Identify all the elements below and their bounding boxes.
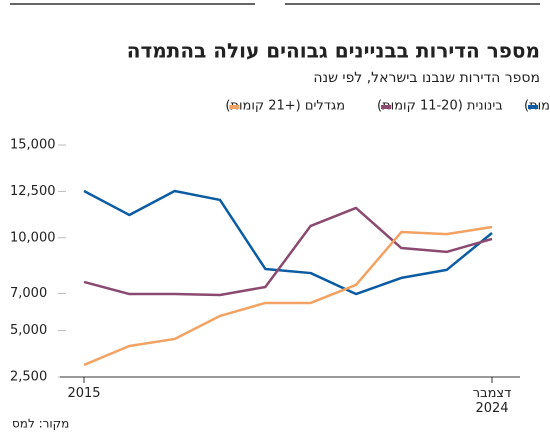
y-tick-label: 15,000 bbox=[10, 138, 56, 153]
legend-label: בינונית (11-20 קומות) bbox=[377, 99, 503, 114]
y-tick-label: 10,000 bbox=[10, 230, 56, 245]
source: מקור: למס bbox=[12, 417, 69, 431]
series-line bbox=[83, 225, 493, 367]
y-tick-label: 5,000 bbox=[10, 323, 47, 338]
y-tick-label: 7,000 bbox=[10, 286, 47, 301]
series-line bbox=[83, 206, 493, 297]
chart-subtitle: מספר הדירות שנבנו בישראל, לפי שנה bbox=[313, 70, 540, 86]
series-line bbox=[83, 189, 493, 296]
y-tick-label: 12,500 bbox=[10, 184, 56, 199]
x-tick-label: דצמבר 2024 bbox=[472, 386, 512, 416]
chart-title: מספר הדירות בבניינים גבוהים עולה בהתמדה bbox=[127, 39, 540, 63]
y-tick-label: 2,500 bbox=[10, 370, 47, 385]
legend-label: מגדלים (+21 קומות) bbox=[225, 99, 345, 114]
x-tick-label: 2015 bbox=[67, 386, 101, 401]
